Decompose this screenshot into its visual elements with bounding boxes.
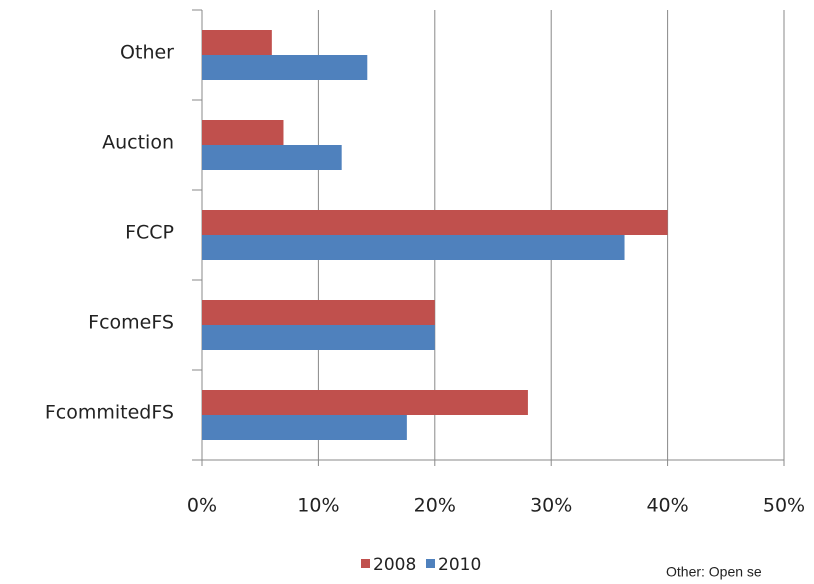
x-tick-label: 40% (646, 495, 688, 517)
legend-swatch (361, 559, 370, 568)
annotation: Other: Open se (666, 564, 762, 580)
bar (202, 30, 272, 55)
bar (202, 210, 668, 235)
y-tick-label: FCCP (125, 222, 174, 244)
legend-label: 2010 (438, 555, 481, 575)
legend-swatch (426, 559, 435, 568)
x-tick-label: 30% (530, 495, 572, 517)
y-tick-label: Auction (102, 132, 174, 154)
bar (202, 390, 528, 415)
x-tick-label: 20% (414, 495, 456, 517)
bar (202, 120, 284, 145)
legend-label: 2008 (373, 555, 416, 575)
bar (202, 235, 625, 260)
y-tick-label: FcomeFS (88, 312, 174, 334)
x-tick-label: 0% (187, 495, 217, 517)
x-tick-label: 10% (297, 495, 339, 517)
bar (202, 325, 435, 350)
bar (202, 55, 368, 80)
bar (202, 300, 435, 325)
bar (202, 415, 407, 440)
y-tick-label: Other (120, 42, 174, 64)
x-tick-label: 50% (763, 495, 805, 517)
y-tick-label: FcommitedFS (45, 402, 174, 424)
bar (202, 145, 342, 170)
